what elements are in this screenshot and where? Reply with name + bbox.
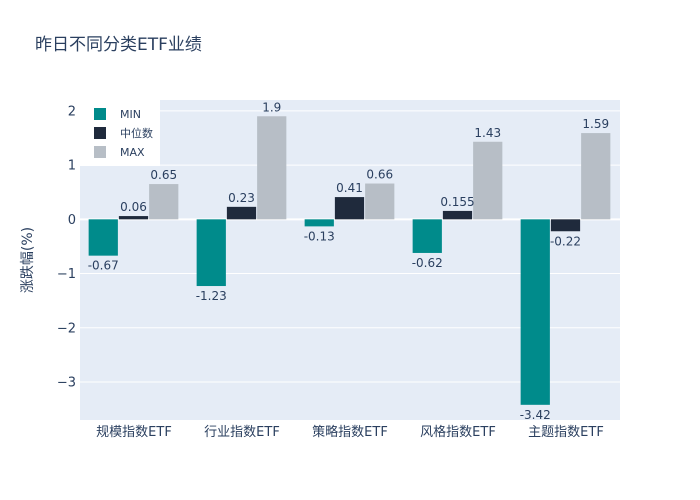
bar-MAX-策略指数ETF[interactable] — [365, 183, 395, 220]
x-tick-label: 策略指数ETF — [312, 424, 388, 440]
bar-MAX-主题指数ETF[interactable] — [581, 133, 611, 220]
data-label: 1.9 — [262, 100, 281, 114]
bar-MAX-风格指数ETF[interactable] — [473, 141, 503, 220]
x-tick-label: 行业指数ETF — [204, 425, 280, 440]
legend-label: MAX — [120, 146, 145, 159]
bar-MIN-主题指数ETF[interactable] — [520, 219, 550, 405]
y-tick-label: −2 — [57, 321, 76, 336]
data-label: 0.06 — [120, 200, 147, 214]
y-axis-ticks: 2 1 0 −1 −2 −3 — [57, 104, 76, 390]
bar-MAX-规模指数ETF[interactable] — [149, 184, 179, 220]
legend-label: MIN — [120, 108, 141, 121]
bar-MAX-行业指数ETF[interactable] — [257, 116, 287, 220]
data-label: -1.23 — [196, 289, 227, 303]
data-label: -0.22 — [550, 234, 581, 248]
y-tick-label: −1 — [57, 267, 76, 282]
chart-title: 昨日不同分类ETF业绩 — [35, 35, 202, 55]
data-label: 0.41 — [336, 181, 363, 195]
bars — [88, 116, 611, 405]
legend-swatch — [94, 146, 106, 158]
bar-中位数-风格指数ETF[interactable] — [442, 210, 473, 220]
y-tick-label: 0 — [68, 213, 76, 228]
x-tick-label: 主题指数ETF — [528, 425, 604, 440]
legend[interactable]: MIN 中位数 MAX — [80, 100, 160, 166]
y-tick-label: 1 — [68, 159, 76, 174]
legend-background — [80, 100, 160, 166]
y-tick-label: −3 — [57, 376, 76, 391]
data-label: -0.67 — [88, 259, 119, 273]
data-label: 0.65 — [150, 168, 177, 182]
data-label: -3.42 — [520, 408, 551, 422]
bar-中位数-主题指数ETF[interactable] — [550, 219, 581, 232]
bar-MIN-行业指数ETF[interactable] — [196, 219, 226, 287]
x-axis-ticks: 规模指数ETF 行业指数ETF 策略指数ETF 风格指数ETF 主题指数ETF — [96, 424, 604, 440]
data-label: 0.155 — [440, 195, 474, 209]
bar-MIN-规模指数ETF[interactable] — [88, 219, 118, 256]
legend-item-MAX[interactable]: MAX — [94, 146, 145, 159]
data-label: 0.66 — [366, 168, 393, 182]
bar-中位数-行业指数ETF[interactable] — [226, 206, 257, 220]
x-tick-label: 风格指数ETF — [420, 424, 496, 440]
data-label: 0.23 — [228, 191, 255, 205]
x-tick-label: 规模指数ETF — [96, 425, 172, 440]
y-tick-label: 2 — [68, 104, 76, 119]
legend-item-中位数[interactable]: 中位数 — [94, 126, 153, 140]
data-label: -0.62 — [412, 256, 443, 270]
legend-item-MIN[interactable]: MIN — [94, 108, 141, 121]
bar-中位数-策略指数ETF[interactable] — [334, 197, 365, 220]
bar-中位数-规模指数ETF[interactable] — [118, 216, 149, 220]
legend-swatch — [94, 127, 106, 139]
data-labels: -0.67 0.06 0.65 -1.23 0.23 1.9 -0.13 0.410.66 -0… — [88, 100, 609, 422]
legend-label: 中位数 — [120, 126, 153, 140]
data-label: 1.59 — [582, 117, 609, 131]
data-label: 1.43 — [474, 126, 501, 140]
bar-MIN-风格指数ETF[interactable] — [412, 219, 442, 253]
data-label: -0.13 — [304, 229, 335, 243]
bar-MIN-策略指数ETF[interactable] — [304, 219, 334, 227]
y-axis-label: 涨跌幅(%) — [20, 227, 36, 293]
legend-swatch — [94, 108, 106, 120]
